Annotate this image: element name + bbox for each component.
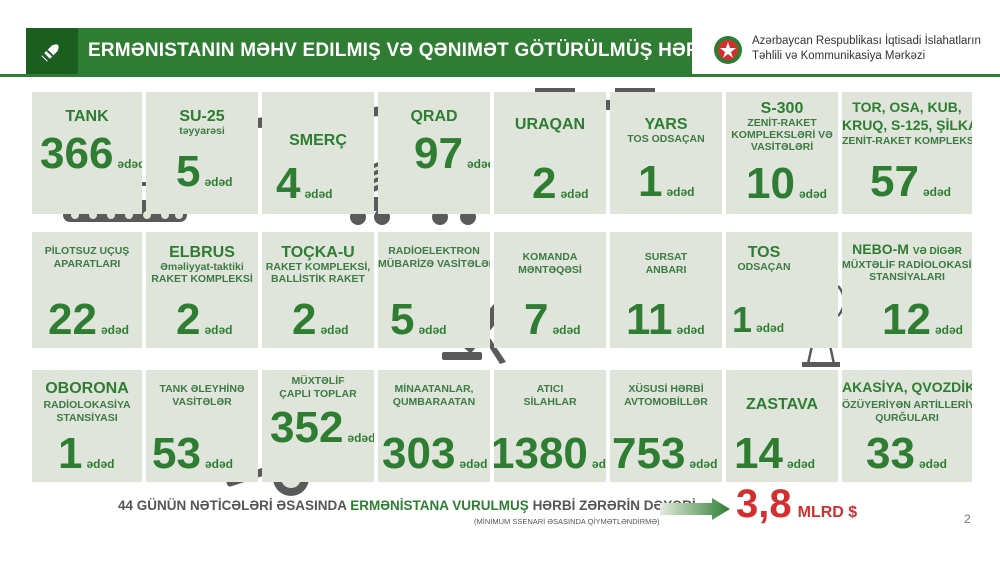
count-uav: 22 ədəd [48,295,129,344]
count-qrad: 97ədəd [414,129,490,178]
count-uraqan: 2 ədəd [532,159,589,208]
cell-s300: S-300 ZENİT-RAKET KOMPLEKSLƏRİ VƏ VASİTƏ… [726,92,838,214]
count-elbrus: 2 ədəd [176,295,233,344]
cell-command-post: KOMANDA MƏNTƏQƏSİ 7 ədəd [494,232,606,348]
count-oborona: 1 ədəd [58,429,115,478]
organization-block: Azərbaycan Respublikası İqtisadi İslahat… [712,32,992,72]
cell-tochka: TOÇKA-U RAKET KOMPLEKSİ, BALLİSTİK RAKET… [262,232,374,348]
count-artillery: 352 ədəd [270,403,374,452]
cell-vehicles: XÜSUSİ HƏRBİ AVTOMOBİLLƏR 753 ədəd [610,370,722,482]
cell-elbrus: ELBRUS Əməliyyat-taktiki RAKET KOMPLEKSİ… [146,232,258,348]
cell-small-arms: ATICI SİLAHLAR 1380ədəd [494,370,606,482]
cell-ew: RADİOELEKTRON MÜBARİZƏ VASİTƏLƏRİ 5 ədəd [378,232,490,348]
count-small-arms: 1380ədəd [494,429,606,478]
count-vehicles: 753 ədəd [612,429,718,478]
summary-note: (MİNİMUM SSENARİ ƏSASINDA QİYMƏTLƏNDİRMƏ… [474,517,660,526]
cell-nebo: NEBO-M VƏ DİGƏR MÜXTƏLİF RADİOLOKASİYA S… [842,232,972,348]
cell-tank: TANK 366 ədəd [32,92,142,214]
cell-ammo-depot: SURSAT ANBARI 11 ədəd [610,232,722,348]
count-s300: 10 ədəd [746,159,827,208]
count-antitank: 53 ədəd [152,429,233,478]
count-ew: 5 ədəd [390,295,447,344]
count-command-post: 7 ədəd [524,295,581,344]
cell-uraqan: URAQAN 2 ədəd [494,92,606,214]
count-tank: 366 ədəd [40,129,142,178]
cell-tor: TOR, OSA, KUB, KRUQ, S-125, ŞİLKA ZENİT-… [842,92,972,214]
summary-caption: 44 GÜNÜN NƏTİCƏLƏRİ ƏSASINDA ERMƏNİSTANA… [118,498,696,513]
shell-icon-box [26,28,78,74]
page-title: ERMƏNISTANIN MƏHV EDILMIŞ VƏ QƏNIMƏT GÖT… [88,40,828,61]
count-akasiya: 33 ədəd [866,429,947,478]
count-nebo: 12 ədəd [882,295,963,344]
count-tos: 1 ədəd [732,299,785,340]
cell-akasiya: AKASİYA, QVOZDİKA ÖZÜYERİYƏN ARTİLLERİYA… [842,370,972,482]
total-damage-value: 3,8 MLRD $ [736,482,858,526]
organization-name: Azərbaycan Respublikası İqtisadi İslahat… [752,35,981,62]
count-smerch: 4 ədəd [276,159,333,208]
header-divider [0,74,1000,77]
count-tochka: 2 ədəd [292,295,349,344]
cell-qrad: QRAD 97ədəd [378,92,490,214]
count-ammo-depot: 11 ədəd [626,295,705,344]
page-number: 2 [964,512,971,526]
count-yars: 1 ədəd [638,157,695,206]
count-zastava: 14 ədəd [734,429,815,478]
count-tor: 57 ədəd [870,157,951,206]
cell-mortars: MİNAATANLAR, QUMBARAATAN 303 ədəd [378,370,490,482]
header-bar: ERMƏNISTANIN MƏHV EDILMIŞ VƏ QƏNIMƏT GÖT… [26,28,828,74]
count-mortars: 303 ədəd [382,429,488,478]
cell-yars: YARS TOS ODSAÇAN 1 ədəd [610,92,722,214]
cell-uav: PİLOTSUZ UÇUŞ APARATLARI 22 ədəd [32,232,142,348]
cell-tos: TOS ODSAÇAN 1 ədəd [726,232,838,348]
cell-antitank: TANK ƏLEYHİNƏ VASİTƏLƏR 53 ədəd [146,370,258,482]
arrow-right-icon [660,498,730,520]
cell-smerch: SMERÇ 4 ədəd [262,92,374,214]
cell-su25: SU-25 təyyarəsi 5 ədəd [146,92,258,214]
artillery-shell-icon [41,44,59,62]
count-su25: 5 ədəd [176,147,233,196]
state-emblem-icon [714,36,742,64]
cell-oborona: OBORONA RADİOLOKASİYA STANSİYASI 1 ədəd [32,370,142,482]
cell-zastava: ZASTAVA 14 ədəd [726,370,838,482]
cell-artillery: MÜXTƏLİF ÇAPLI TOPLAR 352 ədəd [262,370,374,482]
